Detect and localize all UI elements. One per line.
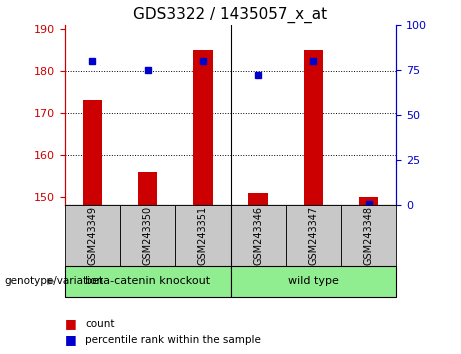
Text: GSM243347: GSM243347 (308, 206, 319, 265)
Text: GSM243350: GSM243350 (142, 206, 153, 265)
Bar (138, 172, 157, 354)
Bar (230, 205, 286, 266)
Text: percentile rank within the sample: percentile rank within the sample (85, 335, 261, 345)
Text: beta-catenin knockout: beta-catenin knockout (85, 276, 210, 286)
Bar (248, 193, 268, 354)
Bar (341, 205, 396, 266)
Bar (83, 100, 102, 354)
Bar (359, 197, 378, 354)
Bar (65, 266, 230, 297)
Bar (286, 205, 341, 266)
Bar (65, 205, 120, 266)
Bar (120, 205, 175, 266)
Bar (230, 266, 396, 297)
Text: GSM243348: GSM243348 (364, 206, 374, 265)
Text: GSM243349: GSM243349 (87, 206, 97, 265)
Text: ■: ■ (65, 333, 76, 346)
Bar (304, 50, 323, 354)
Title: GDS3322 / 1435057_x_at: GDS3322 / 1435057_x_at (133, 7, 328, 23)
Text: count: count (85, 319, 115, 329)
Text: ■: ■ (65, 318, 76, 330)
Text: genotype/variation: genotype/variation (5, 276, 104, 286)
Text: GSM243351: GSM243351 (198, 206, 208, 265)
Bar (175, 205, 230, 266)
Text: GSM243346: GSM243346 (253, 206, 263, 265)
Bar (193, 50, 213, 354)
Text: wild type: wild type (288, 276, 339, 286)
